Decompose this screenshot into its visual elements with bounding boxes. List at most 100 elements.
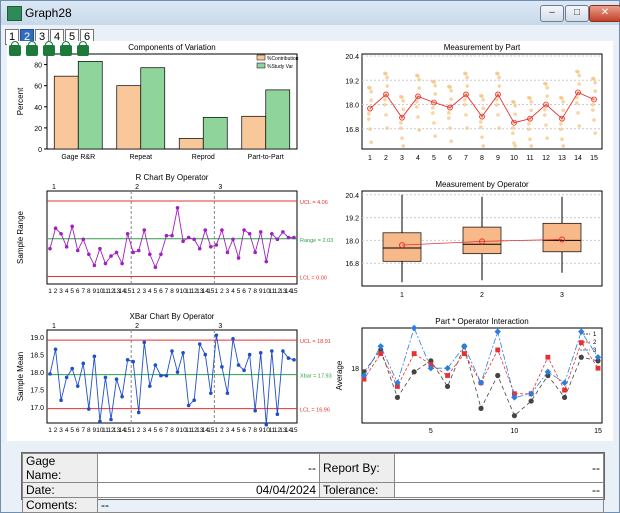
data-point [131,359,135,364]
report-by-value[interactable]: -- [394,453,604,483]
tolerance-value[interactable]: -- [394,482,604,498]
x-tick-label: 10 [179,427,187,434]
window-title: Graph28 [25,6,72,20]
comments-value[interactable]: -- [97,497,604,513]
y-axis-label: Average [335,360,344,390]
mean-marker [399,114,405,121]
x-tick-label: 4 [65,427,69,434]
x-tick-label: 1 [368,155,372,162]
x-tick-label: 11 [102,288,109,295]
x-tick-label: 7 [81,288,85,295]
x-tick-label: 15 [590,155,598,162]
mean-marker [479,113,485,120]
chart-title: Measurement by Part [444,43,521,52]
x-tick-label: 5 [429,428,433,435]
date-label: Date: [22,482,98,498]
x-tick-label: 5 [154,427,158,434]
y-tick-label: 16.8 [345,127,359,134]
minimize-button[interactable]: – [540,5,564,22]
lock-icon[interactable] [9,41,21,56]
data-point [431,111,435,115]
data-point [593,131,597,135]
x-tick-label: 9 [176,288,180,295]
data-point [561,144,565,148]
charts-svg: Components of Variation 0 20 40 60 80 Percent G… [16,43,603,435]
x-tick-label: 15 [124,427,132,434]
data-point [181,351,185,355]
y-tick-label: 17.5 [30,388,44,395]
x-tick-label: 13 [196,288,204,295]
x-tick-label: 11 [185,427,192,434]
x-tick-label: 12 [274,427,282,434]
mean-marker [415,93,421,100]
x-tick-label: 14 [118,427,126,434]
data-point [410,324,418,332]
data-point [576,70,580,74]
y-tick-label: 20 [34,126,42,133]
data-point [270,349,274,353]
x-tick-label: 13 [113,427,121,434]
data-point [98,246,102,251]
data-point [395,384,400,389]
data-point [427,364,435,372]
data-point [286,235,291,240]
x-tick-label: 13 [113,288,121,295]
data-point [481,144,486,148]
x-tick-label: 2 [54,288,58,295]
data-point [561,100,565,104]
x-tick-label: 12 [191,427,199,434]
x-tick-label: 7 [248,288,252,295]
mean-marker [591,96,597,103]
data-point [247,231,252,236]
data-point [209,245,213,249]
data-point [592,77,596,81]
data-point [578,354,584,360]
lock-icon[interactable] [43,41,55,56]
lock-icon[interactable] [77,41,89,56]
x-tick-label: 1 [400,292,404,299]
lcl-label: LCL = 16.96 [300,408,330,414]
x-tick-label: 8 [253,288,257,295]
title-bar: Graph28 – □ ✕ [1,1,620,25]
data-point [543,113,547,117]
x-tick-label: 8 [87,427,91,434]
x-tick-label: 11 [268,427,275,434]
x-tick-label: 8 [480,155,484,162]
x-tick-label: 11 [268,288,275,295]
x-tick-label: 12 [107,427,115,434]
x-tick-label: 10 [511,428,519,435]
data-point [447,116,451,120]
tolerance-label: Tolerance: [319,482,395,498]
data-point [496,113,500,117]
x-tick-label: 10 [510,155,518,162]
x-tick-label: 2 [480,292,484,299]
maximize-button[interactable]: □ [565,5,589,22]
x-tick-label: 6 [76,427,80,434]
x-tick-label: 14 [202,427,210,434]
mean-marker [463,91,469,98]
operator-label: 3 [218,323,222,330]
x-tick-label: 13 [196,427,204,434]
x-tick-label: 3 [226,288,230,295]
data-point [209,391,213,395]
data-point [236,256,241,260]
data-point [416,74,420,78]
data-point [281,349,285,353]
data-point [577,124,581,128]
plot-frame [46,190,298,285]
gage-name-label: Gage Name: [22,453,98,483]
data-point [225,250,230,255]
y-tick-label: 20.4 [345,193,359,200]
data-point [186,235,191,240]
close-button[interactable]: ✕ [589,5,620,22]
data-point [114,250,119,255]
y-tick-label: 20.4 [345,54,359,61]
data-point [264,422,269,427]
data-point [512,100,516,105]
gage-name-value[interactable]: -- [97,453,320,483]
data-point [511,394,518,401]
lock-icon[interactable] [60,41,72,56]
lock-icon[interactable] [26,41,38,56]
data-point [231,237,235,242]
date-value[interactable]: 04/04/2024 [97,482,320,498]
